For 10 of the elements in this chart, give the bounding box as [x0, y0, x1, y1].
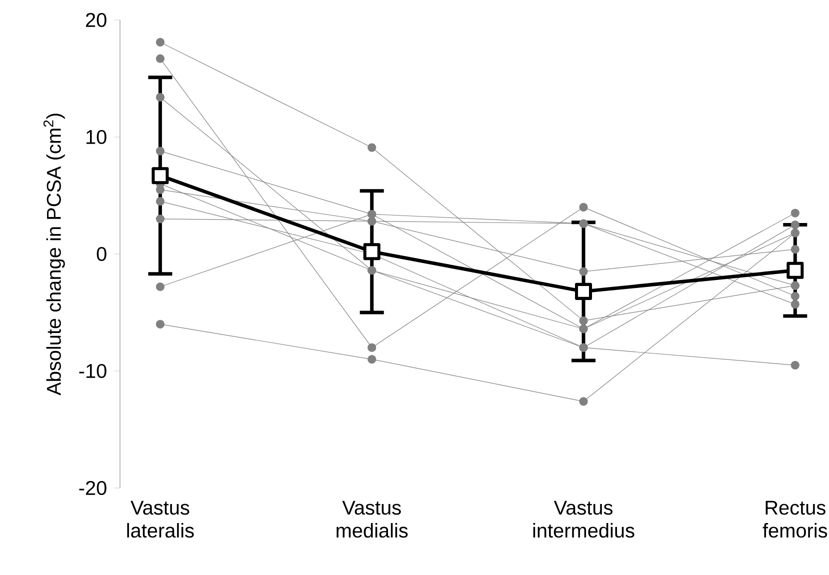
x-tick-label: Vastus medialis	[336, 500, 408, 538]
y-tick-label: 20	[86, 12, 106, 28]
y-tick-label: -10	[79, 364, 106, 378]
y-tick-label: 10	[86, 130, 106, 144]
y-tick-label: -20	[79, 480, 106, 496]
x-tick-label: Vastus lateralis	[127, 500, 194, 538]
y-tick-label: 0	[96, 246, 106, 262]
y-axis-title: Absolute change in PCSA (cm$^{2}$)	[43, 114, 65, 396]
x-tick-label: Vastus intermedius	[533, 500, 634, 538]
x-tick-label: Rectus femoris	[762, 500, 828, 538]
